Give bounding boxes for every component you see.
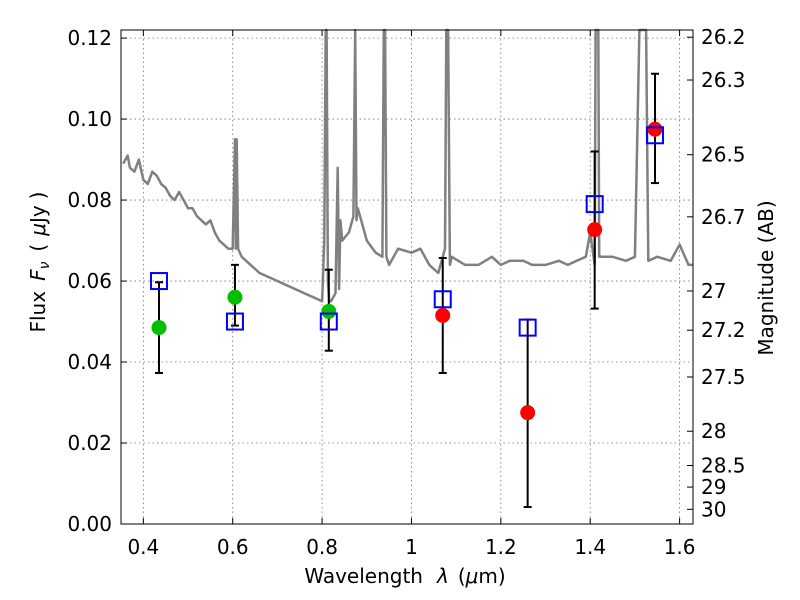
- x-tick-label: 1: [405, 535, 418, 559]
- red-point: [520, 405, 536, 421]
- x-axis-label-unit-mu: μ: [465, 564, 479, 588]
- data-points: [149, 121, 665, 421]
- x-axis-label-symbol: λ: [436, 564, 449, 588]
- x-tick-label: 0.4: [127, 535, 159, 559]
- model-square: [518, 318, 537, 337]
- green-point: [321, 303, 337, 319]
- mag-tick-label: 30: [701, 497, 726, 521]
- y-axis-label-unit-rest: Jy: [26, 205, 50, 225]
- x-tick-label: 0.8: [306, 535, 338, 559]
- grid-lines: [121, 30, 693, 525]
- mag-tick-label: 26.3: [701, 68, 746, 92]
- y2-axis-label: Magnitude (AB): [754, 200, 778, 355]
- model-square: [225, 312, 244, 331]
- y-tick-label: 0.08: [67, 188, 112, 212]
- x-axis-label-unit-rest: m): [478, 564, 505, 588]
- y-axis-label-symbol: F: [26, 269, 50, 281]
- mag-tick-label: 26.5: [701, 143, 746, 167]
- model-square: [319, 312, 338, 331]
- spectrum-line: [122, 28, 693, 303]
- y-axis-label-sub: ν: [37, 261, 53, 269]
- mag-tick-label: 27.2: [701, 318, 746, 342]
- mag-tick-label: 28: [701, 419, 726, 443]
- y-axis-label-unit-mu: μ: [26, 223, 50, 237]
- mag-tick-label: 27.5: [701, 365, 746, 389]
- plot-frame: [120, 29, 694, 525]
- axis-ticks: 0.4 0.6 0.8 1 1.2 1.4 1.6 0.00 0.02 0.04 0.06 0.08 0…: [67, 25, 745, 559]
- y-axis-label-unit-open: (: [26, 244, 50, 252]
- red-point: [435, 307, 451, 323]
- y-tick-label: 0.02: [67, 431, 112, 455]
- x-axis-label-unit-open: (: [458, 564, 466, 588]
- red-point: [647, 121, 663, 137]
- mag-tick-label: 29: [701, 475, 726, 499]
- y-tick-label: 0.00: [67, 512, 112, 536]
- x-tick-label: 1.4: [574, 535, 606, 559]
- mag-tick-label: 26.7: [701, 205, 746, 229]
- x-tick-label: 0.6: [217, 535, 249, 559]
- model-square: [149, 272, 168, 291]
- y-axis-label-unit-close: ): [26, 191, 50, 199]
- y-axis-label: Flux Fν ( μJy): [26, 191, 53, 332]
- x-axis-label: Wavelength λ (μm): [304, 564, 505, 588]
- green-point: [151, 320, 167, 336]
- mag-tick-label: 28.5: [701, 453, 746, 477]
- red-point: [587, 222, 603, 238]
- spectrum-layer: [122, 28, 693, 303]
- y-tick-label: 0.12: [67, 26, 112, 50]
- model-square: [646, 126, 665, 145]
- green-point: [227, 289, 243, 305]
- y-axis-label-text: Flux: [26, 291, 50, 333]
- x-tick-label: 1.6: [664, 535, 696, 559]
- x-axis-label-text: Wavelength: [304, 564, 423, 588]
- model-square: [585, 195, 604, 214]
- y-tick-label: 0.10: [67, 107, 112, 131]
- mag-tick-label: 26.2: [701, 25, 746, 49]
- model-square: [433, 290, 452, 309]
- y-tick-label: 0.06: [67, 269, 112, 293]
- mag-tick-label: 27: [701, 279, 726, 303]
- error-bars: [154, 72, 660, 508]
- y-tick-label: 0.04: [67, 350, 112, 374]
- x-tick-label: 1.2: [485, 535, 517, 559]
